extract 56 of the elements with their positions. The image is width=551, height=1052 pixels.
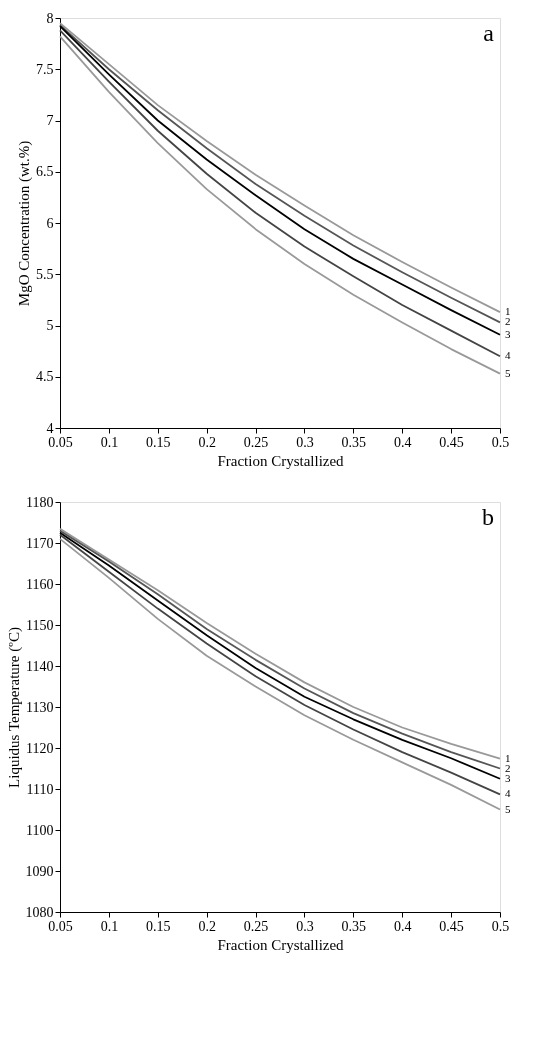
x-tick-label: 0.3 — [296, 918, 314, 934]
series-label: 2 — [505, 761, 511, 774]
y-tick-label: 1120 — [26, 740, 54, 756]
y-tick-label: 5.5 — [36, 266, 54, 282]
x-tick-label: 0.45 — [439, 918, 464, 934]
x-tick-label: 0.3 — [296, 434, 314, 450]
y-axis-title: Liquidus Temperature (ºC) — [5, 627, 23, 788]
x-axis-title: Fraction Crystallized — [217, 452, 345, 469]
chart-title: a — [483, 20, 495, 46]
y-tick-label: 4 — [46, 420, 54, 436]
series-label: 3 — [505, 771, 511, 784]
x-tick-label: 0.25 — [243, 434, 269, 450]
series-label: 5 — [505, 802, 511, 815]
series-label: 5 — [505, 366, 511, 379]
y-tick-label: 1180 — [26, 494, 54, 510]
x-tick-label: 0.15 — [146, 434, 171, 450]
series-label: 1 — [505, 305, 511, 318]
x-tick-label: 0.35 — [341, 434, 367, 450]
x-tick-label: 0.5 — [491, 434, 510, 450]
y-tick-label: 1100 — [26, 822, 54, 838]
y-tick-label: 6 — [46, 215, 54, 231]
y-tick-label: 7.5 — [36, 61, 54, 77]
y-tick-label: 4.5 — [36, 369, 54, 385]
x-tick-label: 0.2 — [198, 918, 216, 934]
x-tick-label: 0.1 — [100, 918, 119, 934]
x-tick-label: 0.4 — [393, 918, 412, 934]
series-label: 4 — [505, 349, 511, 362]
x-axis-title: Fraction Crystallized — [217, 936, 345, 953]
x-tick-label: 0.2 — [198, 434, 216, 450]
x-tick-label: 0.35 — [341, 918, 367, 934]
y-tick-label: 1080 — [25, 904, 54, 920]
y-tick-label: 1140 — [26, 658, 54, 674]
x-tick-label: 0.4 — [393, 434, 412, 450]
x-tick-label: 0.45 — [439, 434, 464, 450]
y-tick-label: 6.5 — [36, 164, 54, 180]
y-axis-title: MgO Concentration (wt.%) — [16, 140, 33, 307]
series-label: 4 — [505, 787, 511, 800]
series-label: 2 — [505, 315, 511, 328]
chart-title: b — [482, 504, 494, 530]
series-label: 1 — [505, 751, 511, 764]
x-tick-label: 0.15 — [146, 918, 171, 934]
series-label: 3 — [505, 327, 511, 340]
x-tick-label: 0.05 — [48, 434, 73, 450]
y-tick-label: 1150 — [26, 617, 54, 633]
y-tick-label: 8 — [46, 10, 54, 26]
y-tick-label: 1110 — [26, 781, 54, 797]
y-tick-label: 5 — [46, 318, 54, 333]
y-tick-label: 1090 — [25, 863, 54, 879]
x-tick-label: 0.1 — [100, 434, 119, 450]
y-tick-label: 1160 — [26, 576, 54, 592]
y-tick-label: 1170 — [26, 535, 54, 551]
y-tick-label: 1130 — [26, 699, 54, 715]
x-tick-label: 0.5 — [491, 918, 510, 934]
y-tick-label: 7 — [46, 113, 54, 128]
x-tick-label: 0.05 — [48, 918, 73, 934]
x-tick-label: 0.25 — [243, 918, 269, 934]
